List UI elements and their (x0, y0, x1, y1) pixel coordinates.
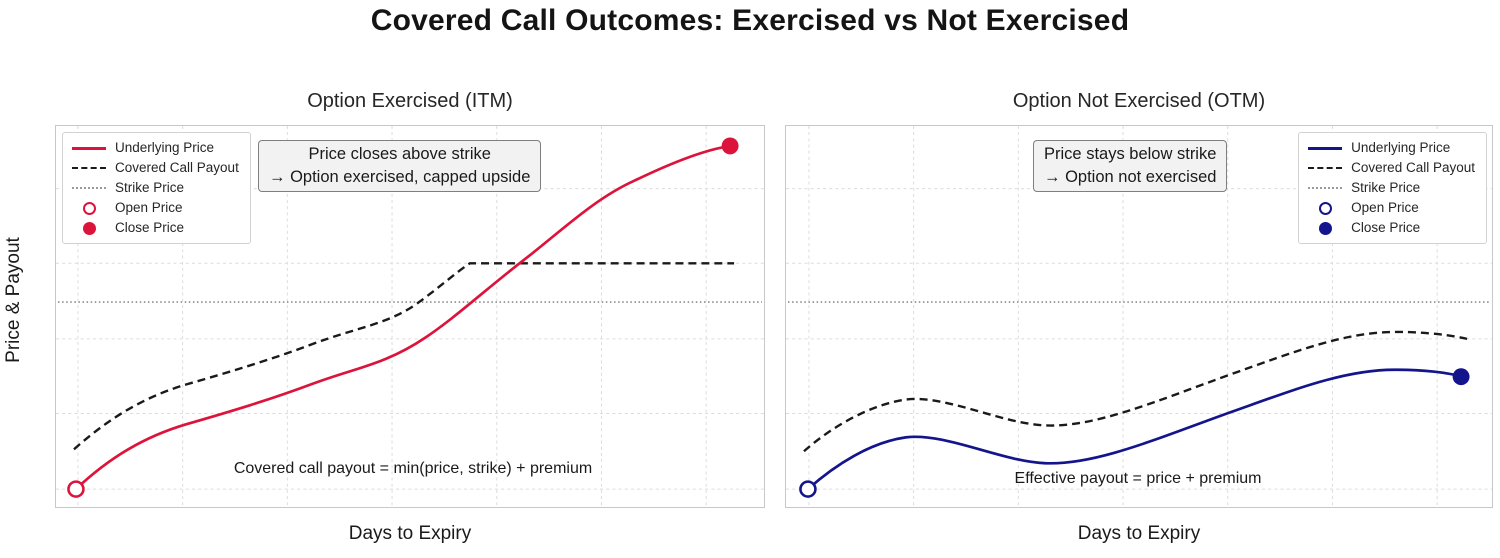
legend-item-covered-call-payout: Covered Call Payout (1308, 160, 1475, 176)
legend-label: Covered Call Payout (1351, 160, 1475, 175)
left-subplot-title: Option Exercised (ITM) (307, 90, 513, 112)
legend-label: Open Price (1351, 200, 1419, 215)
left-underlying-price-line (75, 144, 731, 491)
left-payout-formula-text: Covered call payout = min(price, strike)… (233, 460, 593, 477)
annotation-line-2: → Option exercised, capped upside (269, 168, 531, 186)
legend-label: Close Price (115, 220, 185, 235)
legend-item-strike-price: Strike Price (72, 180, 239, 196)
legend-item-strike-price: Strike Price (1308, 180, 1475, 196)
y-axis-label: Price & Payout (3, 237, 24, 363)
open-circle-icon (1308, 201, 1342, 215)
right-payout-formula-text: Effective payout = price + premium (1014, 470, 1262, 487)
gray-dotted-line-icon (72, 187, 106, 189)
right-plot-svg (786, 126, 1492, 507)
red-solid-line-icon (72, 146, 106, 150)
annotation-line-1: Price closes above strike (308, 145, 491, 163)
right-close-price-marker (1452, 368, 1470, 386)
right-legend: Underlying Price Covered Call Payout Str… (1298, 132, 1487, 244)
left-x-axis-label: Days to Expiry (348, 523, 472, 544)
right-covered-call-payout-line (803, 330, 1468, 453)
navy-solid-line-icon (1308, 146, 1343, 150)
legend-label: Close Price (1351, 220, 1421, 235)
filled-circle-icon (72, 221, 106, 235)
legend-item-underlying-price: Underlying Price (1308, 140, 1475, 156)
legend-item-open-price: Open Price (1308, 200, 1475, 216)
right-annotation-box: Price stays below strike → Option not ex… (1033, 140, 1228, 192)
left-covered-call-payout-line (73, 262, 735, 451)
right-plot-area: Underlying Price Covered Call Payout Str… (785, 125, 1493, 508)
legend-item-underlying-price: Underlying Price (72, 140, 239, 156)
left-plot-area: Underlying Price Covered Call Payout Str… (55, 125, 765, 508)
legend-item-close-price: Close Price (72, 220, 239, 236)
open-circle-icon (72, 201, 106, 215)
right-subplot-title: Option Not Exercised (OTM) (1012, 90, 1266, 112)
left-open-price-marker (67, 480, 85, 498)
filled-circle-icon (1308, 221, 1342, 235)
right-x-axis-label: Days to Expiry (1077, 523, 1201, 544)
legend-label: Strike Price (1351, 180, 1421, 195)
legend-item-open-price: Open Price (72, 200, 239, 216)
legend-label: Open Price (115, 200, 183, 215)
legend-label: Underlying Price (115, 140, 215, 155)
gray-dotted-line-icon (1308, 187, 1343, 189)
black-dashed-line-icon (1308, 167, 1343, 169)
right-open-price-marker (799, 480, 817, 498)
annotation-line-1: Price stays below strike (1044, 145, 1217, 163)
right-underlying-price-line (807, 368, 1462, 491)
left-legend: Underlying Price Covered Call Payout Str… (62, 132, 251, 244)
annotation-line-2: → Option not exercised (1044, 168, 1217, 186)
black-dashed-line-icon (72, 167, 106, 169)
legend-label: Underlying Price (1351, 140, 1451, 155)
legend-label: Covered Call Payout (115, 160, 239, 175)
legend-item-covered-call-payout: Covered Call Payout (72, 160, 239, 176)
legend-item-close-price: Close Price (1308, 220, 1475, 236)
left-annotation-box: Price closes above strike → Option exerc… (258, 140, 542, 192)
figure-title: Covered Call Outcomes: Exercised vs Not … (370, 4, 1130, 37)
left-close-price-marker (721, 137, 739, 155)
legend-label: Strike Price (115, 180, 185, 195)
